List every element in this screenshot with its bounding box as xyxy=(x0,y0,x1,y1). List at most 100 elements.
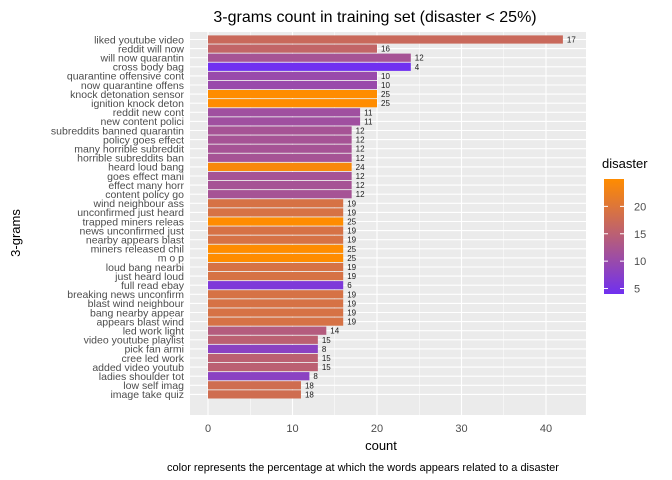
y-tick-label: breaking news unconfirm xyxy=(67,289,184,301)
bar xyxy=(208,281,344,290)
bar xyxy=(208,353,318,363)
y-tick-label: just heard loud xyxy=(114,271,184,283)
bar-label: 18 xyxy=(305,390,314,399)
bar xyxy=(208,308,344,317)
bar-label: 10 xyxy=(381,72,390,81)
legend-tick-label: 20 xyxy=(634,201,646,213)
y-tick-label: miners released chil xyxy=(91,244,184,256)
y-tick-label: video youtube playlist xyxy=(84,335,184,347)
y-tick-label: reddit will now xyxy=(118,43,184,55)
bar xyxy=(208,208,344,217)
y-tick-label: cross body bag xyxy=(113,62,184,74)
bar xyxy=(208,35,563,44)
bar-label: 12 xyxy=(356,154,365,163)
bar-label: 16 xyxy=(381,45,390,54)
bar xyxy=(208,44,377,53)
chart-title: 3-grams count in training set (disaster … xyxy=(213,9,536,26)
bar-label: 25 xyxy=(347,218,356,227)
y-tick-label: ladies shoulder tot xyxy=(99,371,184,383)
y-tick-label: nearby appears blast xyxy=(86,235,184,247)
bar-label: 12 xyxy=(356,181,365,190)
bar-label: 12 xyxy=(356,127,365,136)
y-tick-label: m o p xyxy=(158,253,184,265)
bar xyxy=(208,363,318,372)
bar-label: 12 xyxy=(356,190,365,199)
legend-ticks: 5 10 15 20 xyxy=(604,201,646,296)
bar-labels: 1716124101025251111121212122412121219192… xyxy=(305,36,576,400)
bar-label: 15 xyxy=(322,336,331,345)
bar-label: 19 xyxy=(347,208,356,217)
bar-label: 19 xyxy=(347,227,356,236)
bar-label: 12 xyxy=(415,54,424,63)
legend-tick-label: 15 xyxy=(634,229,646,241)
bar xyxy=(208,317,344,326)
x-axis-title: count xyxy=(365,438,397,453)
bar xyxy=(208,335,318,344)
bar-label: 25 xyxy=(347,254,356,263)
bar xyxy=(208,162,352,171)
bar-label: 19 xyxy=(347,309,356,318)
legend-tick-label: 10 xyxy=(634,256,646,268)
y-axis-title: 3-grams xyxy=(8,209,23,257)
y-tick-label: horrible subreddits ban xyxy=(77,153,184,165)
y-tick-label: low self imag xyxy=(123,380,184,392)
bars xyxy=(208,35,563,399)
chart-caption: color represents the percentage at which… xyxy=(167,462,559,474)
bar xyxy=(208,326,327,335)
bar-label: 15 xyxy=(322,363,331,372)
x-tick-label: 30 xyxy=(455,423,467,435)
y-tick-label: blast wind neighbour xyxy=(88,298,185,310)
bar-label: 19 xyxy=(347,263,356,272)
bar-label: 11 xyxy=(364,108,373,117)
y-tick-label: pick fan armi xyxy=(124,344,184,356)
bar-label: 8 xyxy=(313,372,318,381)
y-tick-label: wind neighbour ass xyxy=(93,198,184,210)
y-tick-label: knock detonation sensor xyxy=(70,89,184,101)
bar xyxy=(208,108,361,117)
bar xyxy=(208,244,344,253)
bar xyxy=(208,53,411,62)
y-tick-label: appears blast wind xyxy=(96,316,184,328)
y-tick-label: loud bang nearbi xyxy=(106,262,184,274)
bar-label: 25 xyxy=(381,99,390,108)
bar-label: 19 xyxy=(347,199,356,208)
bar xyxy=(208,153,352,162)
legend-tick-label: 5 xyxy=(634,284,640,296)
bar xyxy=(208,99,377,108)
y-tick-label: liked youtube video xyxy=(94,34,184,46)
bar xyxy=(208,144,352,153)
y-tick-label: heard loud bang xyxy=(108,162,184,174)
bar-label: 19 xyxy=(347,290,356,299)
y-tick-label: effect many horr xyxy=(108,180,184,192)
legend-title: disaster xyxy=(602,156,648,171)
y-tick-label: unconfirmed just heard xyxy=(77,207,184,219)
y-tick-label: led work light xyxy=(123,326,184,338)
bar xyxy=(208,262,344,272)
bar xyxy=(208,272,344,281)
bar xyxy=(208,80,377,90)
bar-label: 19 xyxy=(347,236,356,245)
bar-label: 19 xyxy=(347,272,356,281)
bar xyxy=(208,344,318,353)
bar xyxy=(208,171,352,181)
bar xyxy=(208,190,352,199)
y-tick-label: subreddits banned quarantin xyxy=(51,125,184,137)
y-tick-label: now quarantine offens xyxy=(81,80,184,92)
bar-label: 12 xyxy=(356,136,365,145)
y-tick-label: many horrible subreddit xyxy=(74,144,184,156)
bar-label: 4 xyxy=(415,63,420,72)
bar-label: 10 xyxy=(381,81,390,90)
bar xyxy=(208,226,344,235)
legend-colorbar xyxy=(604,179,624,294)
bar xyxy=(208,235,344,244)
bar-label: 17 xyxy=(567,36,576,45)
bar xyxy=(208,135,352,144)
bar xyxy=(208,299,344,308)
bar xyxy=(208,381,301,390)
x-tick-label: 0 xyxy=(205,423,211,435)
bar-label: 25 xyxy=(381,90,390,99)
bar xyxy=(208,62,411,71)
bar-label: 6 xyxy=(347,281,352,290)
y-tick-label: will now quarantin xyxy=(100,53,185,65)
